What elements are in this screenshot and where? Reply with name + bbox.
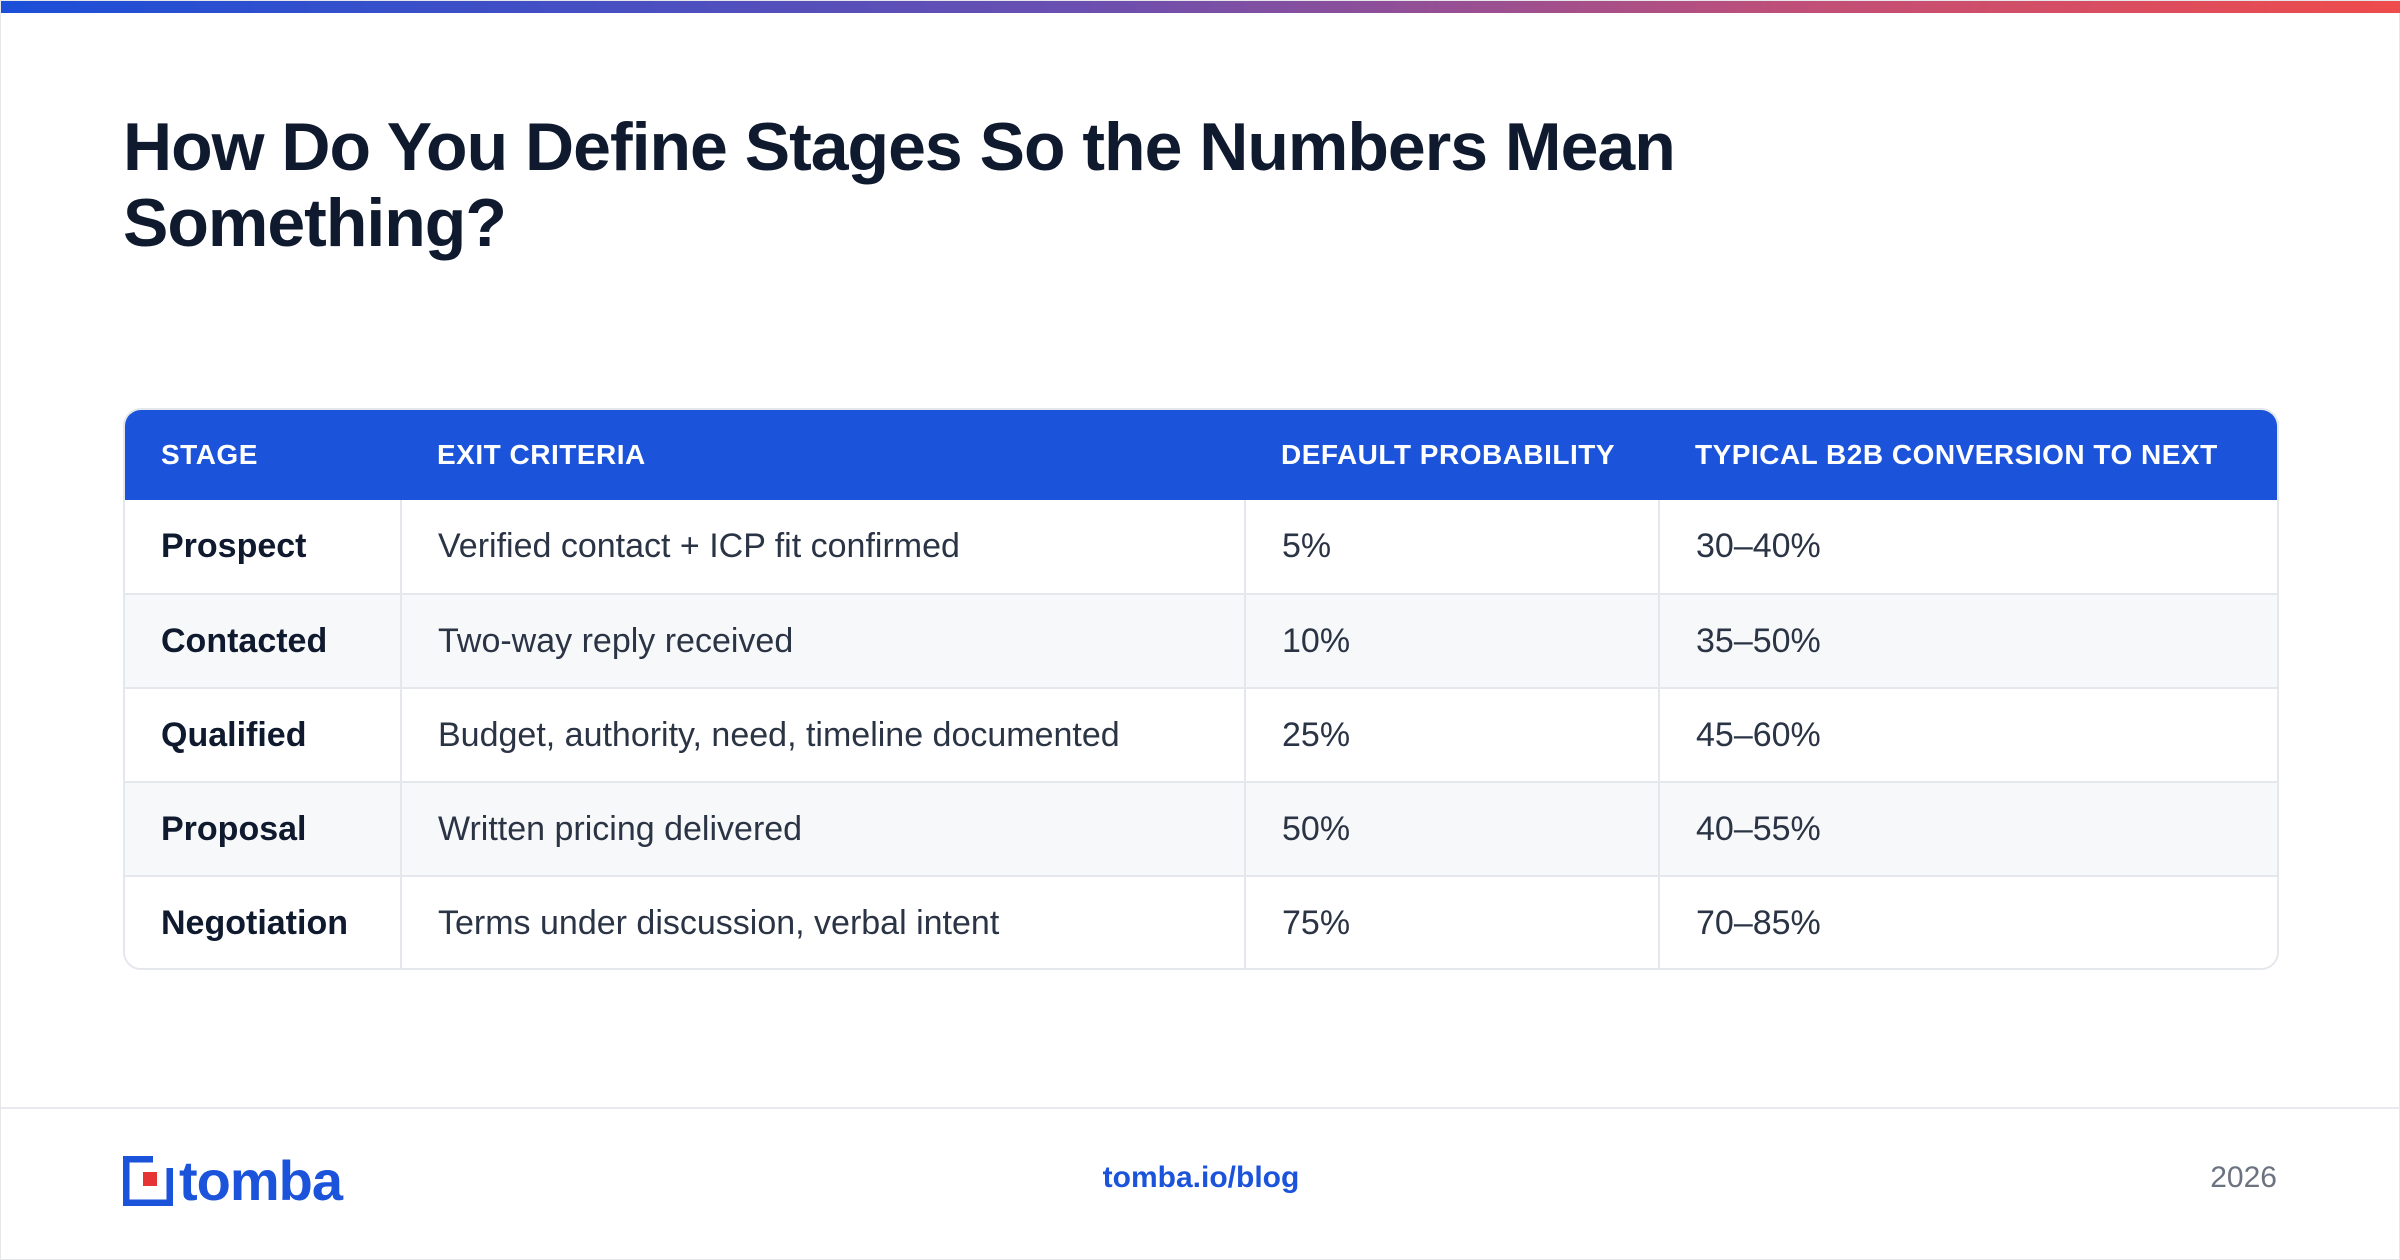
tomba-logo-icon: [123, 1156, 173, 1206]
tomba-logo[interactable]: tomba: [123, 1149, 343, 1212]
probability-cell: 5%: [1244, 500, 1659, 594]
conversion-cell: 70–85%: [1658, 875, 2277, 968]
footer-divider: [1, 1107, 2400, 1109]
header-conversion: TYPICAL B2B CONVERSION TO NEXT: [1695, 439, 2218, 470]
table-header-row: STAGE EXIT CRITERIA DEFAULT PROBABILITY …: [125, 410, 2277, 500]
header-default-probability: DEFAULT PROBABILITY: [1281, 439, 1616, 470]
logo-wordmark: tomba: [179, 1149, 343, 1212]
conversion-cell: 45–60%: [1658, 687, 2277, 782]
stage-cell: Qualified: [125, 687, 401, 782]
stage-cell: Proposal: [125, 781, 401, 876]
stages-table: STAGE EXIT CRITERIA DEFAULT PROBABILITY …: [125, 410, 2277, 968]
conversion-cell: 35–50%: [1658, 593, 2277, 688]
probability-cell: 10%: [1244, 593, 1659, 688]
exit-criteria-cell: Verified contact + ICP fit confirmed: [400, 500, 1245, 594]
stage-cell: Negotiation: [125, 875, 401, 968]
exit-criteria-cell: Terms under discussion, verbal intent: [400, 875, 1245, 968]
probability-cell: 75%: [1244, 875, 1659, 968]
table-row: Qualified Budget, authority, need, timel…: [125, 687, 2277, 782]
stage-cell: Contacted: [125, 593, 401, 688]
probability-cell: 50%: [1244, 781, 1659, 876]
exit-criteria-cell: Two-way reply received: [400, 593, 1245, 688]
table-row: Proposal Written pricing delivered 50% 4…: [125, 781, 2277, 876]
table-row: Contacted Two-way reply received 10% 35–…: [125, 593, 2277, 688]
top-gradient-bar: [1, 1, 2400, 13]
table-row: Prospect Verified contact + ICP fit conf…: [125, 500, 2277, 594]
exit-criteria-cell: Written pricing delivered: [400, 781, 1245, 876]
header-stage: STAGE: [161, 439, 258, 470]
table-body: Prospect Verified contact + ICP fit conf…: [125, 500, 2277, 968]
header-exit-criteria: EXIT CRITERIA: [437, 439, 646, 470]
conversion-cell: 40–55%: [1658, 781, 2277, 876]
stage-cell: Prospect: [161, 527, 307, 565]
probability-cell: 25%: [1244, 687, 1659, 782]
stages-table-container: STAGE EXIT CRITERIA DEFAULT PROBABILITY …: [123, 408, 2279, 970]
conversion-cell: 30–40%: [1658, 500, 2277, 594]
table-header: STAGE EXIT CRITERIA DEFAULT PROBABILITY …: [125, 410, 2277, 500]
blog-link[interactable]: tomba.io/blog: [1102, 1161, 1300, 1194]
page-title: How Do You Define Stages So the Numbers …: [123, 109, 1676, 261]
footer-year: 2026: [2210, 1161, 2277, 1194]
table-row: Negotiation Terms under discussion, verb…: [125, 875, 2277, 968]
exit-criteria-cell: Budget, authority, need, timeline docume…: [400, 687, 1245, 782]
